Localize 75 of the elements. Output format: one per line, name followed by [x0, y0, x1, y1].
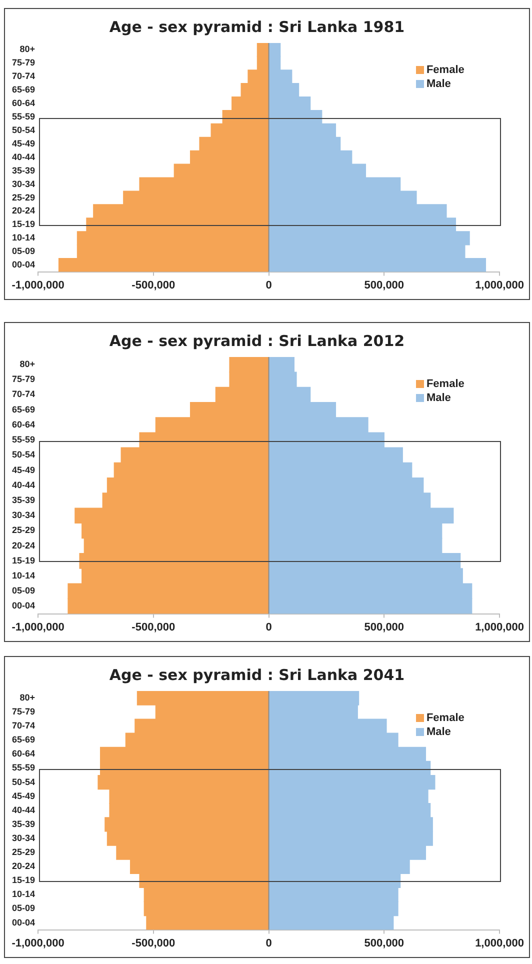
x-tick-label: 0 — [266, 279, 272, 292]
y-tick-label: 65-69 — [12, 84, 36, 95]
y-tick-label: 30-34 — [12, 832, 36, 843]
chart-title: Age - sex pyramid : Sri Lanka 2012 — [109, 332, 405, 350]
chart-title: Age - sex pyramid : Sri Lanka 2041 — [109, 666, 405, 684]
y-tick-label: 70-74 — [12, 720, 36, 731]
x-tick-label: 0 — [266, 937, 272, 950]
y-tick-label: 40-44 — [12, 152, 36, 162]
y-tick-label: 35-39 — [12, 818, 36, 829]
x-tick-label: -1,000,000 — [12, 621, 64, 634]
y-tick-label: 70-74 — [12, 389, 36, 400]
y-tick-label: 35-39 — [12, 494, 36, 505]
y-tick-label: 15-19 — [12, 555, 36, 566]
y-tick-label: 15-19 — [12, 875, 36, 886]
y-tick-label: 55-59 — [12, 762, 36, 773]
y-tick-label: 10-14 — [12, 570, 36, 581]
y-tick-label: 00-04 — [12, 600, 36, 611]
x-tick-label: -500,000 — [132, 937, 176, 950]
y-tick-label: 55-59 — [12, 434, 36, 445]
y-tick-label: 00-04 — [12, 917, 36, 928]
y-tick-label: 05-09 — [12, 586, 36, 596]
y-tick-label: 25-29 — [12, 847, 36, 858]
x-tick-label: 500,000 — [364, 937, 404, 950]
y-tick-label: 70-74 — [12, 71, 36, 82]
legend-label: Male — [425, 77, 452, 91]
y-tick-label: 40-44 — [12, 804, 36, 815]
y-tick-label: 75-79 — [12, 374, 36, 384]
y-tick-label: 20-24 — [12, 540, 36, 550]
y-tick-label: 00-04 — [12, 260, 36, 270]
y-tick-label: 80+ — [20, 692, 36, 703]
y-tick-label: 20-24 — [12, 206, 36, 216]
legend-label: Male — [425, 725, 452, 739]
x-tick-label: 1,000,000 — [475, 621, 524, 634]
y-tick-label: 10-14 — [12, 889, 36, 900]
y-tick-label: 25-29 — [12, 192, 36, 202]
y-tick-label: 30-34 — [12, 178, 36, 189]
y-tick-label: 60-64 — [12, 748, 36, 759]
x-tick-label: -500,000 — [132, 279, 176, 292]
x-tick-label: 1,000,000 — [475, 279, 524, 292]
y-tick-label: 45-49 — [12, 790, 36, 801]
x-tick-label: 500,000 — [364, 279, 404, 292]
y-tick-label: 05-09 — [12, 903, 36, 914]
y-tick-label: 75-79 — [12, 58, 36, 68]
y-tick-label: 60-64 — [12, 98, 36, 108]
legend-label: Female — [425, 63, 464, 77]
y-tick-label: 45-49 — [12, 464, 36, 475]
x-tick-label: -1,000,000 — [12, 279, 64, 292]
legend-label: Female — [425, 377, 464, 391]
y-tick-label: 80+ — [20, 44, 36, 54]
y-tick-label: 75-79 — [12, 706, 36, 717]
x-tick-label: 500,000 — [364, 621, 404, 634]
y-tick-label: 50-54 — [12, 776, 36, 787]
legend-label: Male — [425, 391, 452, 405]
chart-title: Age - sex pyramid : Sri Lanka 1981 — [109, 18, 405, 36]
y-tick-label: 20-24 — [12, 861, 36, 872]
y-tick-label: 40-44 — [12, 480, 36, 490]
y-tick-label: 35-39 — [12, 165, 36, 176]
y-tick-label: 65-69 — [12, 404, 36, 414]
y-tick-label: 50-54 — [12, 450, 36, 460]
legend-label: Female — [425, 711, 464, 725]
y-tick-label: 45-49 — [12, 138, 36, 148]
y-tick-label: 30-34 — [12, 510, 36, 520]
x-tick-label: 1,000,000 — [475, 937, 524, 950]
y-tick-label: 65-69 — [12, 734, 36, 745]
y-tick-label: 80+ — [20, 359, 36, 370]
y-tick-label: 60-64 — [12, 419, 36, 430]
y-tick-label: 50-54 — [12, 124, 36, 135]
x-tick-label: -500,000 — [132, 621, 176, 634]
y-tick-label: 10-14 — [12, 232, 36, 243]
x-tick-label: -1,000,000 — [12, 937, 64, 950]
y-tick-label: 15-19 — [12, 219, 36, 230]
y-tick-label: 55-59 — [12, 112, 36, 122]
y-tick-label: 05-09 — [12, 246, 36, 256]
y-tick-label: 25-29 — [12, 525, 36, 536]
x-tick-label: 0 — [266, 621, 272, 634]
